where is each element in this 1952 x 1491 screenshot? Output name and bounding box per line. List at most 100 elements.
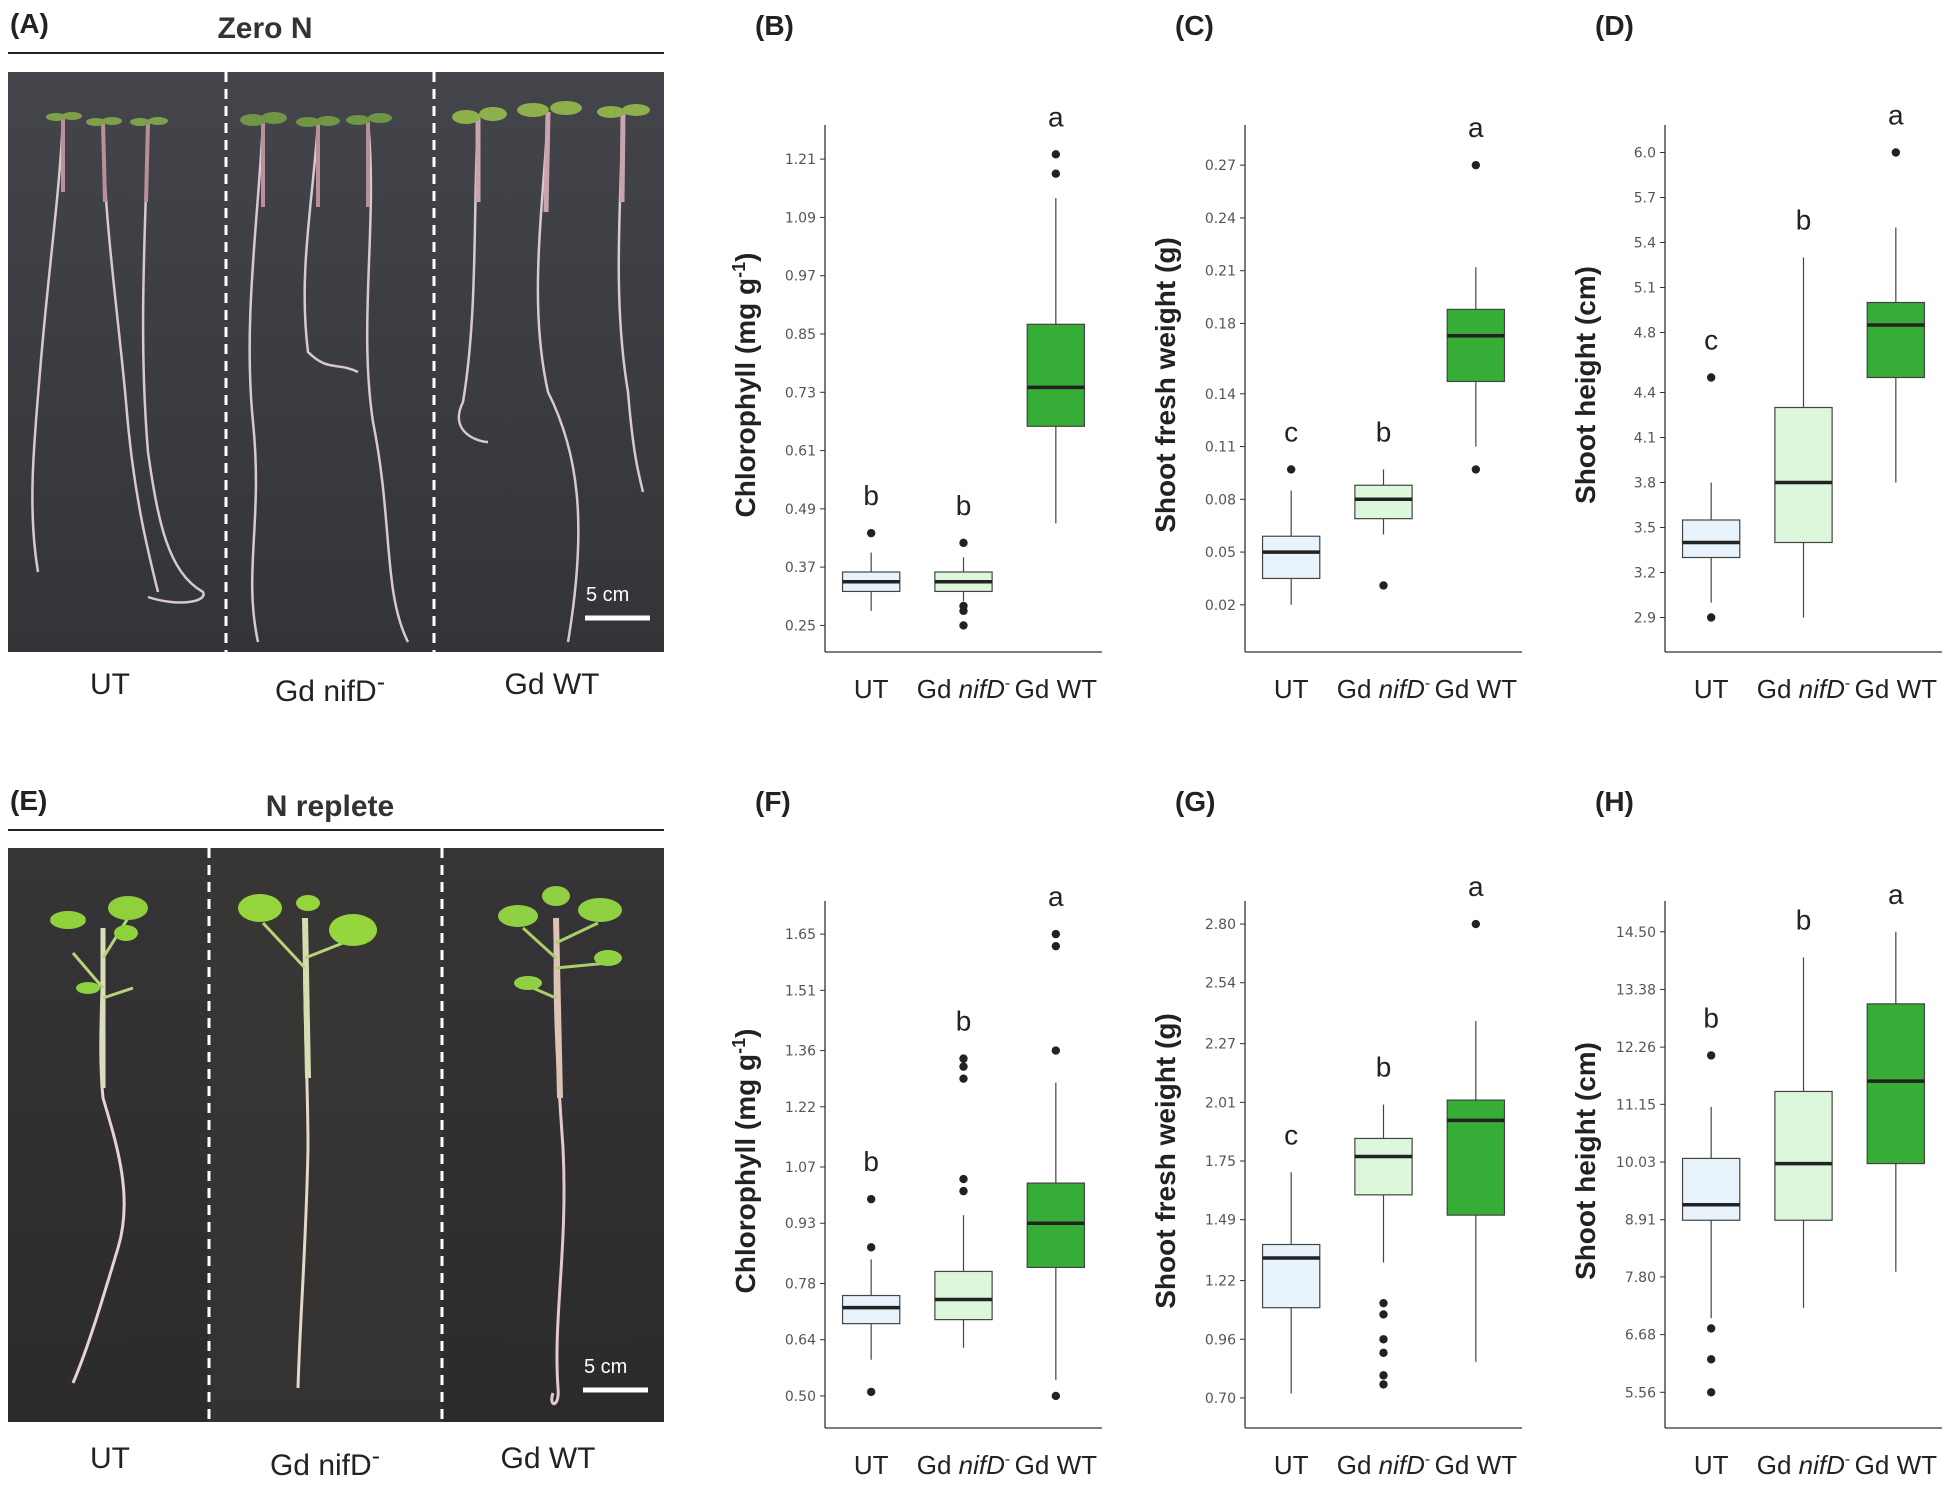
y-tick-label: 11.15 — [1616, 1097, 1656, 1113]
x-tick-label: Gd nifD- — [1757, 674, 1851, 704]
box-3: a — [1026, 101, 1086, 524]
box-1: c — [1261, 416, 1321, 605]
outlier-point — [866, 1194, 876, 1204]
outlier-point — [959, 1174, 968, 1184]
y-tick-label: 12.26 — [1616, 1040, 1656, 1056]
seedling-photo-n-replete: 5 cm — [8, 848, 664, 1422]
significance-letter: b — [1376, 1052, 1392, 1083]
y-tick-label: 0.64 — [785, 1333, 816, 1349]
condition-title-n-replete: N replete — [265, 790, 395, 823]
y-tick-label: 0.70 — [1205, 1391, 1236, 1407]
y-tick-label: 1.07 — [785, 1160, 816, 1176]
y-tick-label: 1.36 — [785, 1044, 816, 1060]
box-2: b — [934, 1006, 993, 1348]
significance-letter: a — [1048, 101, 1064, 132]
outlier-point — [1379, 1371, 1388, 1380]
panel-letter-e: (E) — [10, 785, 48, 816]
significance-letter: b — [956, 1006, 972, 1037]
chart-svg: (F) 0.50 0.64 0.78 0.93 1.07 1.22 1.36 1.51 1.65 C… — [729, 786, 1102, 1480]
outlier-point — [1051, 929, 1061, 939]
y-tick-label: 13.38 — [1616, 982, 1656, 998]
box-1: b — [841, 1146, 901, 1397]
outlier-point — [866, 1243, 876, 1252]
y-tick-label: 2.54 — [1205, 976, 1236, 992]
outlier-point — [1706, 1388, 1716, 1397]
chart-c: (C) 0.02 0.05 0.08 0.11 0.14 0.18 0.21 0.24 0.27 S… — [1120, 0, 1532, 715]
box-body — [1026, 323, 1086, 427]
panel-letter: (G) — [1175, 786, 1215, 817]
y-tick-label: 7.80 — [1625, 1270, 1656, 1286]
y-axis-label: Shoot fresh weight (g) — [1150, 1013, 1181, 1309]
y-axis-label: Shoot fresh weight (g) — [1150, 237, 1181, 533]
photo-label-nifd-top: Gd nifD- — [274, 668, 386, 708]
y-tick-label: 4.8 — [1634, 326, 1656, 342]
x-tick-label: UT — [1694, 1450, 1729, 1480]
panel-letter: (H) — [1595, 786, 1634, 817]
outlier-point — [1706, 373, 1716, 382]
y-axis-label: Shoot height (cm) — [1570, 1042, 1601, 1280]
x-tick-label: UT — [1274, 1450, 1309, 1480]
x-tick-label: Gd nifD- — [1757, 1450, 1851, 1480]
y-tick-label: 0.78 — [785, 1276, 816, 1292]
significance-letter: b — [863, 480, 879, 511]
x-tick-label: Gd WT — [1435, 1450, 1517, 1480]
chart-d: (D) 2.9 3.2 3.5 3.8 4.1 4.4 4.8 5.1 5.4 5.7 6.0 Shoo… — [1540, 0, 1952, 715]
panel-letter-a: (A) — [10, 8, 49, 39]
y-tick-label: 6.68 — [1625, 1328, 1656, 1344]
box-body — [841, 1294, 901, 1325]
chart-svg: (D) 2.9 3.2 3.5 3.8 4.1 4.4 4.8 5.1 5.4 5.7 6.0 Shoo… — [1570, 10, 1942, 704]
y-tick-label: 2.27 — [1205, 1037, 1236, 1053]
y-axis-label: Chlorophyll (mg g-1) — [729, 1029, 761, 1294]
box-2: b — [1774, 205, 1833, 618]
panel-letter: (C) — [1175, 10, 1214, 41]
significance-letter: a — [1468, 871, 1484, 902]
outlier-point — [959, 1074, 968, 1083]
panel-letter: (F) — [755, 786, 791, 817]
significance-letter: b — [956, 490, 972, 521]
chart-svg: (G) 0.70 0.96 1.22 1.49 1.75 2.01 2.27 2.54 2.80 S… — [1150, 786, 1522, 1480]
title-rule-top — [8, 52, 664, 54]
significance-letter: a — [1888, 100, 1904, 131]
y-tick-label: 0.93 — [785, 1216, 816, 1232]
y-tick-label: 5.1 — [1634, 281, 1656, 297]
y-tick-label: 2.9 — [1634, 611, 1656, 627]
box-body — [1446, 1099, 1506, 1216]
scale-bar-label-top: 5 cm — [586, 584, 630, 606]
y-tick-label: 0.14 — [1205, 387, 1236, 403]
box-3: a — [1026, 881, 1086, 1401]
outlier-point — [959, 1062, 968, 1071]
outlier-point — [1471, 919, 1481, 929]
y-tick-label: 0.61 — [785, 444, 816, 460]
box-body — [1681, 519, 1741, 559]
outlier-point — [1379, 1380, 1388, 1389]
y-tick-label: 1.22 — [785, 1100, 816, 1116]
box-body — [1866, 1003, 1926, 1165]
panel-letter: (B) — [755, 10, 794, 41]
x-tick-label: UT — [854, 1450, 889, 1480]
y-tick-label: 0.18 — [1205, 316, 1236, 332]
photo-label-wt-bottom: Gd WT — [500, 1442, 596, 1475]
chart-svg: (B) 0.25 0.37 0.49 0.61 0.73 0.85 0.97 1.09 1.21 C… — [729, 10, 1102, 704]
y-tick-label: 0.08 — [1205, 492, 1236, 508]
y-tick-label: 4.1 — [1634, 431, 1656, 447]
y-tick-label: 1.49 — [1205, 1213, 1236, 1229]
y-tick-label: 0.11 — [1205, 440, 1236, 456]
outlier-point — [1051, 169, 1061, 178]
box-2: b — [1774, 905, 1833, 1308]
y-tick-label: 0.73 — [785, 385, 816, 401]
y-tick-label: 0.96 — [1205, 1332, 1236, 1348]
box-body — [1681, 1157, 1741, 1221]
x-tick-label: Gd WT — [1015, 674, 1097, 704]
x-tick-label: Gd nifD- — [917, 674, 1011, 704]
outlier-point — [866, 1387, 876, 1397]
significance-letter: c — [1284, 416, 1298, 447]
box-1: c — [1681, 325, 1741, 622]
x-tick-label: Gd WT — [1435, 674, 1517, 704]
outlier-point — [1706, 613, 1716, 622]
y-tick-label: 2.01 — [1205, 1095, 1236, 1111]
title-rule-bottom — [8, 829, 664, 831]
y-tick-label: 8.91 — [1625, 1213, 1656, 1229]
significance-letter: b — [1796, 205, 1812, 236]
chart-b: (B) 0.25 0.37 0.49 0.61 0.73 0.85 0.97 1.09 1.21 C… — [700, 0, 1112, 715]
box-body — [1866, 301, 1926, 379]
